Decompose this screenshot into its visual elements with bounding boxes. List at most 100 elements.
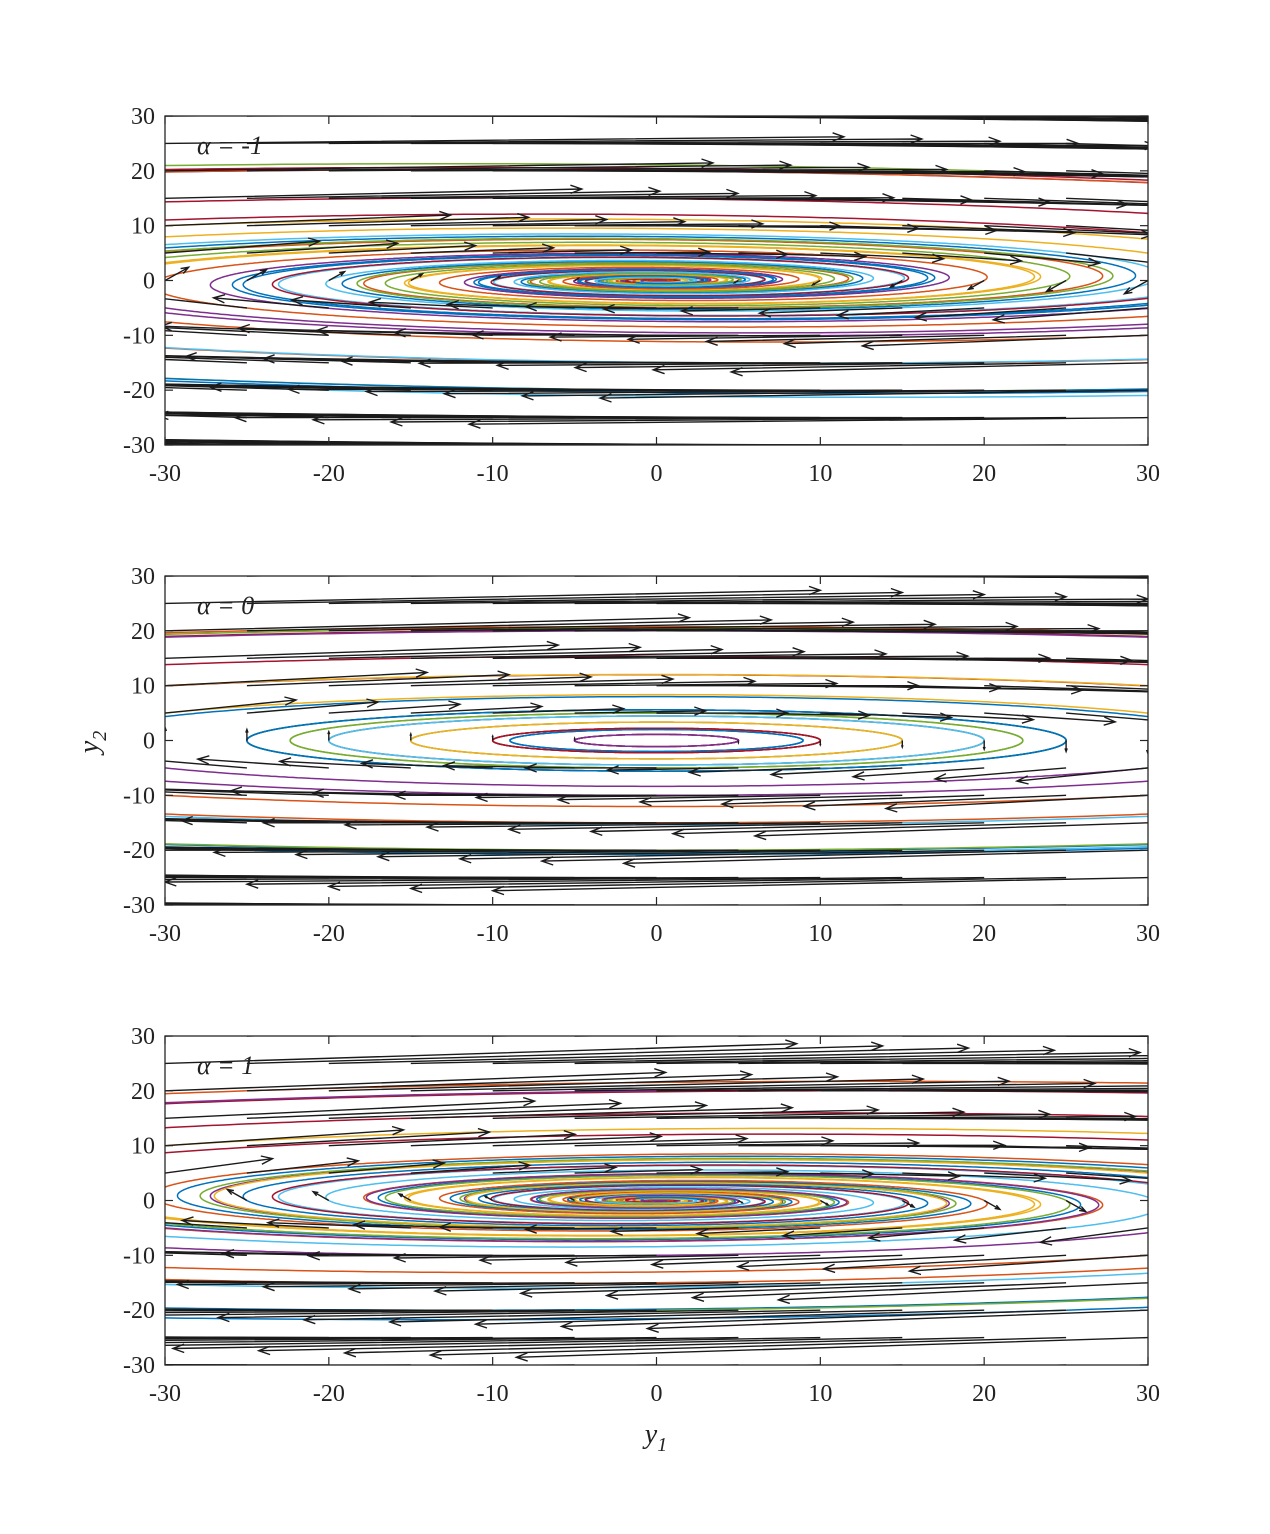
quiver-arrow-p1 bbox=[902, 252, 1024, 265]
trajectory-p3-24-bwd bbox=[165, 1090, 657, 1104]
quiver-arrow-p3 bbox=[574, 1054, 1148, 1065]
trajectory-p1-17-fwd bbox=[165, 307, 166, 308]
x-tick-label: -10 bbox=[477, 921, 509, 947]
quiver-arrow-p3 bbox=[165, 1309, 493, 1312]
quiver-arrow-p2 bbox=[410, 576, 495, 577]
x-tick-label: -20 bbox=[313, 1381, 345, 1407]
quiver-arrow-p1 bbox=[732, 279, 739, 284]
quiver-arrow-p2 bbox=[492, 704, 626, 714]
trajectory-p2-14-bwd bbox=[246, 709, 1067, 772]
panel-1-ticks: -30 -20 -10 0 10 20 30 -30 -20 -10 0 10 20 30 bbox=[123, 104, 1160, 487]
x-tick-label: 20 bbox=[972, 1381, 996, 1407]
y-tick-label: 20 bbox=[131, 159, 155, 185]
quiver-arrow-p2 bbox=[425, 822, 821, 832]
quiver-arrow-p1 bbox=[835, 307, 985, 320]
quiver-arrow-p2 bbox=[769, 767, 903, 779]
quiver-arrow-p3 bbox=[165, 1155, 275, 1174]
quiver-arrow-p3 bbox=[821, 1254, 1067, 1274]
quiver-arrow-p3 bbox=[165, 1036, 191, 1037]
quiver-arrow-p1 bbox=[782, 334, 1067, 349]
quiver-arrow-p2 bbox=[1066, 657, 1148, 662]
y-tick-label: -20 bbox=[123, 1298, 155, 1324]
quiver-arrow-p2 bbox=[246, 615, 774, 632]
quiver-arrow-p2 bbox=[490, 876, 1148, 896]
quiver-arrow-p3 bbox=[410, 1132, 664, 1147]
quiver-arrow-p1 bbox=[984, 170, 1148, 177]
quiver-arrow-p3 bbox=[574, 1036, 629, 1037]
quiver-arrow-p3 bbox=[428, 1336, 1067, 1360]
quiver-arrow-p2 bbox=[902, 657, 1148, 664]
quiver-arrow-p2 bbox=[801, 794, 1067, 811]
quiver-arrow-p3 bbox=[347, 1282, 739, 1294]
quiver-arrow-p3 bbox=[604, 1282, 985, 1300]
trajectory-p1-17-bwd bbox=[165, 307, 1148, 334]
quiver-arrow-p2 bbox=[902, 685, 1148, 693]
x-tick-label: -30 bbox=[149, 1381, 181, 1407]
quiver-arrow-p3 bbox=[410, 1103, 795, 1119]
quiver-arrow-p2 bbox=[343, 820, 739, 830]
trajectory-p3-4-fwd bbox=[199, 1157, 1148, 1229]
quiver-arrow-p3 bbox=[165, 1336, 739, 1347]
trajectory-p3-29-fwd bbox=[246, 1080, 1148, 1092]
quiver-arrow-p2 bbox=[588, 822, 985, 837]
quiver-arrow-p3 bbox=[656, 1167, 790, 1177]
trajectory-p2-18-bwd bbox=[165, 627, 985, 636]
quiver-arrow-p1 bbox=[467, 416, 1148, 429]
quiver-arrow-p3 bbox=[397, 1192, 412, 1202]
quiver-arrow-p2 bbox=[410, 702, 544, 714]
quiver-arrow-p2 bbox=[245, 727, 249, 741]
quiver-arrow-p1 bbox=[679, 305, 821, 316]
panel-3: -30 -20 -10 0 10 20 30 -30 -20 -10 0 10 20 30 α = 1 bbox=[123, 1024, 1160, 1407]
trajectory-p3-9-fwd bbox=[165, 1176, 1036, 1237]
quiver-arrow-p3 bbox=[165, 1336, 575, 1342]
trajectory-p2-4-bwd bbox=[289, 712, 1024, 769]
quiver-arrow-p3 bbox=[478, 1254, 739, 1265]
quiver-arrow-p3 bbox=[559, 1309, 1067, 1331]
trajectory-p1-29-bwd bbox=[165, 170, 247, 173]
quiver-arrow-p2 bbox=[902, 630, 1148, 635]
quiver-arrow-p3 bbox=[216, 1309, 739, 1323]
quiver-arrow-p3 bbox=[1147, 1090, 1148, 1092]
quiver-arrow-p2 bbox=[984, 576, 1148, 579]
trajectory-p3-17-bwd bbox=[165, 1172, 1100, 1243]
y-tick-label: 10 bbox=[131, 674, 155, 700]
x-tick-label: 0 bbox=[651, 921, 663, 947]
quiver-arrow-p1 bbox=[165, 298, 247, 309]
quiver-arrow-p1 bbox=[984, 252, 1102, 267]
quiver-arrow-p1 bbox=[520, 389, 1067, 401]
quiver-arrow-p1 bbox=[729, 362, 1148, 377]
trajectory-p1-22-fwd bbox=[165, 321, 1148, 343]
trajectory-p1-14-fwd bbox=[246, 254, 929, 298]
trajectory-p1-28-bwd bbox=[1066, 388, 1148, 391]
quiver-arrow-p2 bbox=[670, 822, 1067, 839]
quiver-arrow-p2 bbox=[851, 767, 985, 781]
quiver-arrow-p1 bbox=[548, 332, 821, 342]
quiver-arrow-p1 bbox=[1147, 143, 1148, 145]
y-tick-label: -10 bbox=[123, 783, 155, 809]
quiver-arrow-p1 bbox=[417, 358, 821, 368]
trajectory-p2-28-bwd bbox=[1066, 847, 1148, 851]
quiver-arrow-p3 bbox=[1038, 1227, 1148, 1246]
x-tick-label: -10 bbox=[477, 461, 509, 487]
quiver-arrow-p2 bbox=[165, 613, 692, 632]
trajectory-p1-27-bwd bbox=[165, 197, 411, 203]
quiver-arrow-p1 bbox=[1122, 279, 1148, 295]
trajectory-p3-27-bwd bbox=[165, 1117, 411, 1129]
x-tick-label: 20 bbox=[972, 921, 996, 947]
y-tick-label: -20 bbox=[123, 838, 155, 864]
quiver-arrow-p2 bbox=[818, 904, 903, 905]
quiver-arrow-p1 bbox=[165, 184, 584, 199]
trajectory-p1-7-bwd bbox=[165, 235, 657, 249]
x-tick-label: 30 bbox=[1136, 1381, 1160, 1407]
quiver-arrow-p2 bbox=[294, 849, 821, 860]
trajectory-p1-8-bwd bbox=[165, 249, 1148, 328]
panel-2-alpha-label: α = 0 bbox=[197, 591, 254, 620]
trajectory-p1-11-fwd bbox=[384, 263, 1067, 307]
quiver-arrow-p1 bbox=[820, 170, 1148, 178]
trajectory-p3-23-fwd bbox=[165, 1127, 1148, 1147]
y-tick-label: -20 bbox=[123, 378, 155, 404]
trajectory-p3-16-fwd bbox=[1147, 1173, 1148, 1174]
trajectory-p3-12-fwd bbox=[165, 1169, 1148, 1248]
quiver-arrow-p2 bbox=[195, 755, 329, 769]
